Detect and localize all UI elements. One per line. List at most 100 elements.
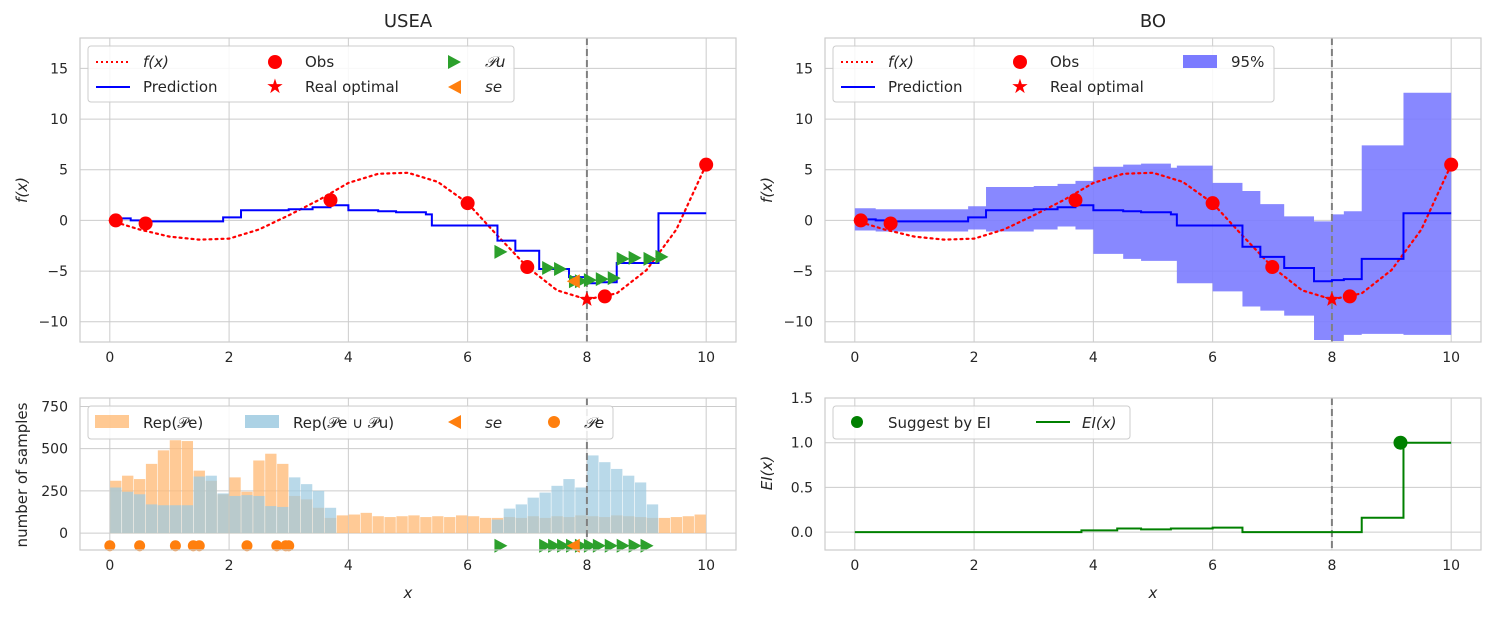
bo-title: BO <box>1140 11 1166 32</box>
real-optimal-marker <box>1324 291 1340 306</box>
hist-bar-rep-pe <box>336 515 349 534</box>
usea-top-ylabel: f(x) <box>13 177 31 203</box>
real-optimal-marker <box>579 291 595 306</box>
hist-bar-rep-union <box>157 505 170 534</box>
legend-obs-label: Obs <box>305 53 334 71</box>
hist-bar-rep-pe <box>479 517 492 534</box>
hist-bar-rep-union <box>277 506 289 534</box>
x-tick-label: 8 <box>1327 558 1336 574</box>
hist-bar-rep-pe <box>670 517 683 534</box>
hist-bar-rep-union <box>527 497 539 534</box>
legend-fx-label: f(x) <box>143 53 169 71</box>
hist-bar-rep-union <box>205 475 217 534</box>
confidence-band <box>854 92 1452 341</box>
hist-bar-rep-pe <box>384 517 396 534</box>
hist-bar-rep-union <box>241 495 253 534</box>
hist-bar-rep-union <box>539 492 551 534</box>
x-tick-label: 8 <box>1327 350 1336 366</box>
y-tick-label: 5 <box>59 163 68 179</box>
pe-marker <box>241 540 253 552</box>
pu-marker <box>595 272 609 287</box>
hist-bar-rep-union <box>229 495 241 534</box>
x-tick-label: 2 <box>225 350 234 366</box>
bo-top-ylabel: f(x) <box>758 177 776 203</box>
hist-bar-rep-union <box>324 507 337 534</box>
y-tick-label: 15 <box>795 61 813 77</box>
x-tick-label: 6 <box>1208 558 1217 574</box>
hist-bar-rep-union <box>599 462 611 534</box>
pu-marker <box>539 538 553 553</box>
hist-bar-rep-union <box>634 482 647 534</box>
legend-obs-swatch <box>1013 55 1027 69</box>
x-tick-label: 4 <box>344 558 353 574</box>
se-marker <box>566 274 580 289</box>
usea-bottom-legend: Rep(𝒫e) Rep(𝒫e ∪ 𝒫u) se 𝒫e <box>87 405 614 440</box>
usea-top-panel: 0 2 4 6 8 10 −10 −5 0 5 10 15 <box>38 37 737 366</box>
obs-marker <box>520 260 535 275</box>
hist-bar-rep-pe <box>694 514 706 534</box>
legend-prediction-label: Prediction <box>888 78 963 96</box>
legend-fx-label: f(x) <box>888 53 914 71</box>
pu-marker <box>592 538 606 553</box>
legend-obs-swatch <box>268 55 282 69</box>
obs-marker <box>1205 196 1220 211</box>
y-tick-label: 500 <box>41 442 68 458</box>
legend-pe-label: 𝒫e <box>584 414 604 432</box>
hist-bar-rep-union <box>646 504 659 534</box>
legend-se-label: se <box>485 414 502 432</box>
hist-bar-rep-union <box>611 468 623 534</box>
y-tick-label: 0.5 <box>791 480 813 496</box>
x-tick-label: 2 <box>225 558 234 574</box>
legend-frame <box>87 45 515 103</box>
x-tick-label: 0 <box>105 350 114 366</box>
hist-bar-rep-pe <box>360 512 372 534</box>
suggest-marker <box>1393 435 1408 450</box>
hist-bar-rep-pe <box>658 517 671 534</box>
obs-marker <box>108 213 123 228</box>
x-tick-label: 4 <box>344 350 353 366</box>
x-tick-label: 2 <box>970 558 979 574</box>
y-tick-label: −10 <box>783 315 813 331</box>
legend-real-label: Real optimal <box>305 78 399 96</box>
hist-bar-rep-union <box>181 505 194 534</box>
pu-marker <box>548 538 562 553</box>
hist-bar-rep-pe <box>420 517 432 534</box>
legend-95-label: 95% <box>1231 53 1264 71</box>
bo-bottom-xlabel: x <box>1148 584 1158 602</box>
x-tick-label: 6 <box>1208 350 1217 366</box>
obs-marker <box>1068 193 1083 208</box>
bo-bottom-ylabel: EI(x) <box>758 456 776 490</box>
hist-bar-rep-union <box>515 504 527 534</box>
bo-bottom-panel: 0 2 4 6 8 10 0.0 0.5 1.0 1.5 <box>791 391 1482 574</box>
legend-ei-label: EI(x) <box>1082 414 1116 432</box>
y-tick-label: 0.0 <box>791 525 813 541</box>
x-tick-label: 4 <box>1089 558 1098 574</box>
hist-bar-rep-union <box>551 485 563 534</box>
pu-marker <box>542 261 556 276</box>
pu-marker <box>494 538 508 553</box>
legend-suggest-label: Suggest by EI <box>888 414 991 432</box>
y-tick-label: 1.5 <box>791 391 813 407</box>
pe-marker <box>169 540 181 552</box>
legend-se-label: se <box>485 78 502 96</box>
plot-area <box>854 398 1452 550</box>
hist-bar-rep-union <box>265 506 277 534</box>
hist-bar-rep-pe <box>265 453 277 534</box>
x-tick-label: 10 <box>1442 350 1460 366</box>
y-tick-label: 0 <box>804 213 813 229</box>
hist-bar-rep-union <box>622 475 635 534</box>
pu-marker <box>643 251 657 266</box>
obs-marker <box>1444 157 1459 172</box>
hist-bar-rep-pe <box>456 515 468 534</box>
hist-bar-rep-union <box>503 508 516 534</box>
legend-se-swatch <box>448 80 461 94</box>
x-tick-label: 0 <box>850 558 859 574</box>
axes-frame <box>79 37 737 343</box>
legend-suggest-swatch <box>851 416 863 428</box>
pu-marker <box>628 538 642 553</box>
x-tick-label: 6 <box>463 350 472 366</box>
hist-bar-rep-union <box>145 504 158 534</box>
legend-95-swatch <box>1183 55 1217 68</box>
hist-bar-rep-pe <box>145 463 158 534</box>
x-tick-label: 2 <box>970 350 979 366</box>
